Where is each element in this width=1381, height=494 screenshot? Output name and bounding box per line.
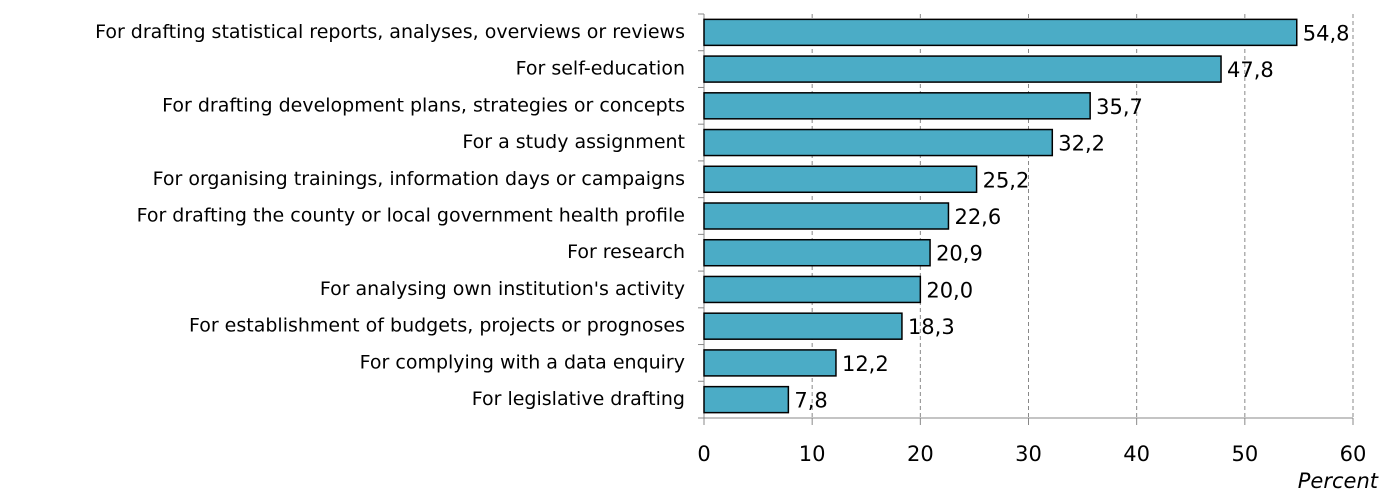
bar — [703, 349, 837, 377]
x-tick-label: 20 — [907, 442, 934, 466]
category-label: For research — [567, 241, 685, 263]
value-label: 7,8 — [794, 389, 827, 413]
value-label: 35,7 — [1096, 95, 1143, 119]
category-label: For establishment of budgets, projects o… — [189, 315, 685, 337]
value-label: 25,2 — [983, 168, 1030, 192]
bar — [703, 385, 790, 414]
x-tick-label: 10 — [799, 442, 826, 466]
x-tick-label: 60 — [1340, 442, 1367, 466]
value-label: 54,8 — [1303, 21, 1350, 45]
bar — [703, 275, 922, 304]
value-label: 20,9 — [936, 242, 983, 266]
x-axis-label: Percent — [1298, 469, 1379, 493]
bar — [703, 202, 950, 230]
bar — [703, 18, 1298, 47]
category-label: For a study assignment — [462, 131, 685, 153]
value-label: 32,2 — [1058, 132, 1105, 156]
category-label: For drafting the county or local governm… — [137, 205, 685, 227]
value-label: 20,0 — [926, 278, 973, 302]
bar — [703, 92, 1091, 120]
x-tick-label: 30 — [1015, 442, 1042, 466]
bar — [703, 238, 931, 267]
category-label: For organising trainings, information da… — [153, 168, 685, 190]
x-tick-label: 40 — [1123, 442, 1150, 466]
category-label: For drafting development plans, strategi… — [162, 94, 685, 116]
category-label: For analysing own institution's activity — [320, 278, 685, 300]
value-label: 12,2 — [842, 352, 889, 376]
category-label: For complying with a data enquiry — [360, 351, 685, 373]
value-label: 18,3 — [908, 315, 955, 339]
value-label: 47,8 — [1227, 58, 1274, 82]
x-tick-label: 50 — [1231, 442, 1258, 466]
bar — [703, 55, 1222, 83]
value-label: 22,6 — [954, 205, 1001, 229]
bar — [703, 165, 978, 194]
bar — [703, 312, 903, 340]
category-label: For drafting statistical reports, analys… — [95, 21, 685, 43]
bar — [703, 128, 1054, 157]
x-tick-label: 0 — [697, 442, 710, 466]
category-label: For legislative drafting — [472, 388, 685, 410]
category-label: For self-education — [516, 58, 685, 80]
